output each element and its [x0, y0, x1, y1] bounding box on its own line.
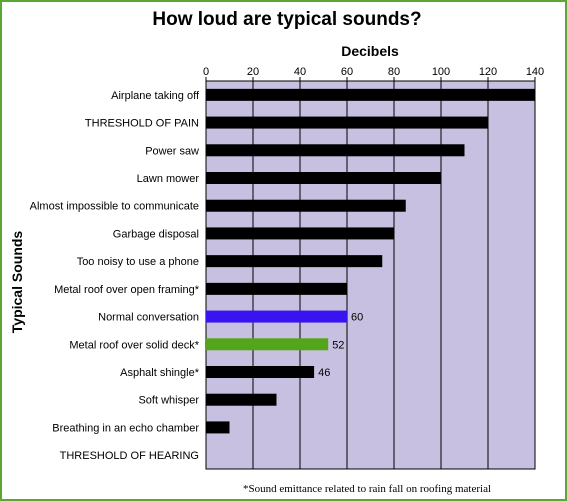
y-axis-title: Typical Sounds [9, 231, 25, 334]
bar [206, 393, 277, 406]
data-label: 52 [332, 339, 344, 351]
category-label: Power saw [145, 145, 199, 157]
x-tick-label: 140 [526, 66, 544, 78]
category-label: Garbage disposal [113, 228, 199, 240]
bar [206, 116, 488, 129]
category-label: Soft whisper [138, 395, 199, 407]
category-label: THRESHOLD OF PAIN [85, 118, 199, 130]
bar [206, 227, 394, 240]
category-label: Metal roof over open framing* [54, 284, 200, 296]
category-label: Metal roof over solid deck* [69, 339, 199, 351]
footnote: *Sound emittance related to rain fall on… [243, 483, 491, 495]
bars [206, 88, 535, 434]
x-tick-label: 100 [432, 66, 450, 78]
category-label: Lawn mower [137, 173, 200, 185]
category-label: Normal conversation [98, 312, 199, 324]
bar [206, 366, 315, 378]
category-label: Almost impossible to communicate [30, 201, 199, 213]
bar [206, 172, 441, 184]
bar [206, 421, 230, 434]
bar [206, 144, 465, 157]
x-tick-label: 40 [294, 66, 306, 78]
category-label: THRESHOLD OF HEARING [60, 450, 199, 462]
x-axis-title: Decibels [341, 43, 399, 59]
x-tick-label: 60 [341, 66, 353, 78]
x-tick-label: 20 [247, 66, 259, 78]
x-tick-label: 120 [479, 66, 497, 78]
data-labels: 60 52 46 [318, 312, 363, 379]
data-label: 46 [318, 367, 330, 379]
bar [206, 88, 535, 101]
x-axis-ticks: 0 20 40 60 80 100 120 140 [203, 66, 544, 81]
category-label: Airplane taking off [111, 90, 200, 102]
chart-title: How loud are typical sounds? [152, 9, 421, 30]
x-tick-label: 0 [203, 66, 209, 78]
data-label: 60 [351, 312, 363, 324]
category-labels: Airplane taking off THRESHOLD OF PAIN Powe… [30, 90, 200, 462]
category-label: Asphalt shingle* [120, 367, 200, 379]
bar [206, 282, 347, 295]
bar [206, 255, 383, 268]
category-label: Too noisy to use a phone [77, 256, 199, 268]
category-label: Breathing in an echo chamber [52, 422, 199, 434]
plot-area [205, 80, 536, 470]
bar [206, 338, 329, 351]
bar [206, 310, 347, 323]
x-tick-label: 80 [388, 66, 400, 78]
bar [206, 199, 406, 212]
